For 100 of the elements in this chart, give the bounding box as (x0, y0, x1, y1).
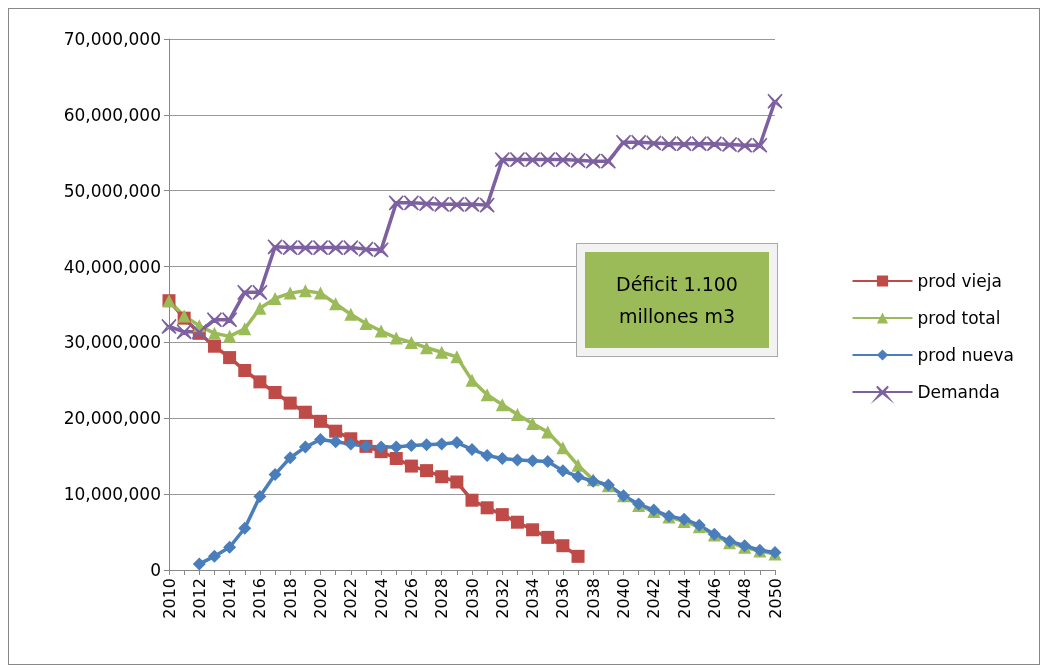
point (433, 196, 450, 213)
point (312, 239, 329, 256)
point (464, 196, 480, 213)
point (359, 316, 373, 330)
x-tick-label: 2018 (280, 578, 300, 619)
point (420, 438, 434, 452)
point (510, 453, 524, 467)
point (676, 135, 692, 152)
point (465, 442, 479, 456)
point (526, 523, 540, 537)
point (268, 291, 282, 305)
point (495, 508, 509, 522)
point (752, 137, 768, 153)
point (555, 151, 571, 168)
point (541, 425, 555, 439)
point (238, 521, 252, 535)
point (238, 364, 252, 377)
x-tick-label: 2046 (704, 578, 724, 619)
x-tick-label: 2020 (311, 578, 330, 619)
point (435, 345, 449, 359)
point (465, 493, 479, 507)
point (298, 405, 312, 419)
point (480, 448, 494, 462)
point (571, 458, 585, 472)
point (253, 301, 267, 315)
point (314, 433, 327, 447)
x-tick-label: 2048 (735, 578, 755, 619)
point (736, 137, 753, 153)
point (615, 134, 632, 150)
y-tick-label: 30,000,000 (63, 332, 161, 353)
x-tick-label: 2016 (250, 578, 270, 619)
point (343, 239, 359, 256)
point (541, 455, 555, 469)
point (374, 324, 388, 338)
point (253, 489, 267, 503)
point (282, 239, 298, 256)
point (420, 464, 434, 478)
point (327, 239, 344, 256)
point (479, 197, 495, 213)
point (494, 151, 511, 168)
point (585, 153, 601, 169)
point (524, 151, 541, 168)
point (510, 515, 524, 529)
point (252, 284, 268, 301)
point (238, 322, 252, 336)
point (207, 549, 221, 563)
point (691, 135, 707, 152)
point (358, 241, 374, 257)
point (540, 151, 556, 168)
point (176, 324, 192, 340)
x-tick-label: 2026 (401, 578, 421, 619)
point (404, 335, 418, 349)
point (495, 398, 509, 412)
point (223, 329, 237, 343)
point (389, 440, 403, 454)
point (267, 239, 283, 255)
point (767, 93, 783, 109)
point (450, 350, 464, 364)
annotation: Déficit 1.100 millones m3 (585, 252, 769, 348)
point (646, 135, 662, 151)
point (509, 151, 526, 168)
point (314, 286, 327, 300)
x-tick-label: 2050 (765, 578, 785, 619)
legend-label: prod vieja (917, 271, 1002, 291)
point (571, 549, 585, 563)
point (706, 135, 723, 152)
point (389, 451, 403, 465)
point (571, 470, 585, 484)
x-tick-label: 2030 (462, 578, 482, 619)
point (374, 440, 388, 454)
y-tick-label: 20,000,000 (63, 408, 161, 429)
point (223, 540, 237, 554)
point (465, 373, 479, 387)
point (373, 242, 389, 258)
x-tick-label: 2012 (189, 578, 209, 619)
point (404, 459, 418, 473)
x-tick-label: 2042 (644, 578, 664, 619)
y-tick-label: 60,000,000 (63, 104, 161, 125)
x-tick-label: 2044 (674, 578, 694, 619)
point (526, 454, 540, 468)
point (329, 424, 343, 438)
point (404, 439, 418, 453)
point (420, 341, 434, 355)
point (237, 284, 253, 301)
point (495, 451, 509, 465)
point (449, 196, 465, 213)
y-tick-label: 10,000,000 (63, 484, 161, 505)
point (344, 437, 358, 451)
x-tick-label: 2040 (614, 578, 633, 619)
x-tick-label: 2014 (220, 578, 240, 619)
point (297, 239, 314, 256)
point (510, 407, 524, 421)
y-tick-label: 40,000,000 (63, 256, 161, 277)
point (556, 441, 570, 455)
point (541, 530, 555, 544)
point (418, 195, 435, 212)
point (556, 539, 570, 553)
point (268, 385, 282, 399)
point (207, 339, 221, 353)
point (283, 286, 297, 300)
